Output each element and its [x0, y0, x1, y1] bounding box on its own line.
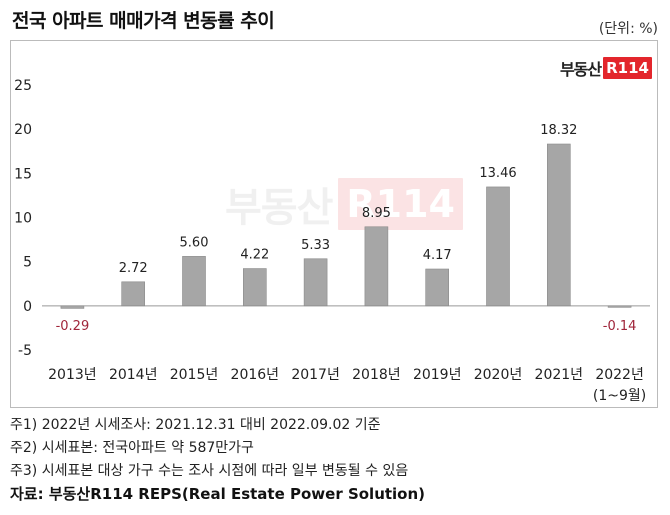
watermark-logo: 부동산 R114: [225, 175, 463, 233]
unit-label: (단위: %): [598, 21, 658, 37]
footnote-3: 주3) 시세표본 대상 가구 수는 조사 시점에 따라 일부 변동될 수 있음: [10, 463, 409, 479]
brand-logo-text: 부동산: [559, 60, 602, 79]
footnote-1: 주1) 2022년 시세조사: 2021.12.31 대비 2022.09.02…: [10, 417, 381, 433]
watermark-logo-text: 부동산: [225, 185, 333, 231]
data-label: 4.17: [423, 248, 452, 263]
y-tick-label: 5: [23, 255, 32, 271]
data-label: 2.72: [119, 261, 148, 276]
bar: [121, 281, 145, 307]
x-tick-label: 2019년: [413, 367, 462, 383]
y-tick-label: -5: [18, 343, 32, 359]
x-tick-label: 2016년: [231, 367, 280, 383]
brand-logo: 부동산 R114: [560, 56, 652, 80]
data-label: 8.95: [362, 206, 391, 221]
x-tick-label: 2014년: [109, 367, 158, 383]
bar: [60, 305, 85, 309]
brand-logo-box: R114: [603, 57, 652, 79]
x-tick-label: 2013년: [48, 367, 97, 383]
data-label: -0.14: [603, 319, 637, 334]
source-credit: 자료: 부동산R114 REPS(Real Estate Power Solut…: [10, 485, 426, 503]
x-tick-label: 2020년: [474, 367, 523, 383]
data-label: 13.46: [479, 166, 516, 181]
data-label: 18.32: [540, 123, 577, 138]
bar: [303, 258, 328, 307]
bar: [486, 186, 510, 307]
bar: [425, 268, 450, 307]
y-tick-label: 10: [14, 211, 32, 227]
y-tick-label: 20: [14, 122, 32, 138]
bar: [182, 256, 206, 307]
footnote-2: 주2) 시세표본: 전국아파트 약 587만가구: [10, 440, 254, 456]
x-tick-label: 2017년: [291, 367, 340, 383]
y-tick-label: 25: [14, 78, 32, 94]
x-tick-sublabel: (1~9월): [593, 388, 646, 404]
x-tick-label: 2021년: [535, 367, 584, 383]
x-tick-label: 2018년: [352, 367, 401, 383]
data-label: 4.22: [240, 248, 269, 263]
data-label: 5.60: [180, 235, 209, 250]
bar: [364, 226, 389, 307]
bar: [607, 305, 632, 308]
chart-title: 전국 아파트 매매가격 변동률 추이: [12, 10, 275, 32]
footnotes: 주1) 2022년 시세조사: 2021.12.31 대비 2022.09.02…: [10, 414, 425, 506]
data-label: -0.29: [56, 319, 90, 334]
y-tick-label: 0: [23, 299, 32, 315]
watermark-logo-box: R114: [338, 178, 463, 230]
y-tick-label: 15: [14, 166, 32, 182]
x-tick-label: 2015년: [170, 367, 219, 383]
bar: [546, 143, 571, 307]
data-label: 5.33: [301, 238, 330, 253]
x-tick-label: 2022년: [595, 367, 644, 383]
bar: [243, 268, 267, 307]
